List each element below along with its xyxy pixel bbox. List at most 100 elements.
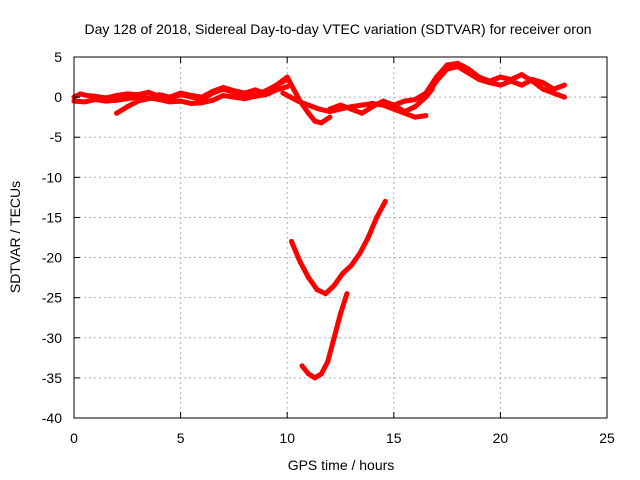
data-point — [82, 99, 88, 105]
y-tick-label: 0 — [54, 89, 62, 105]
data-point — [359, 110, 365, 116]
data-point — [124, 104, 130, 110]
plot-frame — [73, 56, 608, 419]
data-point — [412, 97, 418, 102]
axis-ticks — [73, 56, 608, 419]
data-point — [551, 86, 557, 92]
data-point — [323, 291, 329, 297]
data-point — [455, 64, 461, 70]
data-point — [487, 80, 493, 86]
data-point — [327, 114, 333, 120]
data-point — [210, 89, 216, 94]
y-tick-label: -5 — [50, 129, 63, 145]
data-point — [508, 78, 514, 84]
data-point — [433, 78, 439, 84]
series-line-satellite-track-g — [391, 60, 567, 108]
data-point — [423, 113, 429, 119]
data-point — [231, 94, 237, 100]
data-point — [156, 97, 162, 102]
x-axis-title: GPS time / hours — [288, 457, 395, 473]
series-group — [71, 60, 567, 381]
data-point — [178, 98, 184, 104]
data-point — [252, 87, 258, 93]
data-point — [199, 94, 205, 100]
data-point — [338, 102, 343, 108]
data-point — [306, 110, 311, 116]
data-point — [314, 287, 320, 293]
series-line-satellite-track-i — [289, 198, 388, 297]
data-point — [561, 94, 567, 100]
data-point — [519, 72, 525, 78]
data-point — [340, 271, 346, 277]
x-tick-label: 25 — [599, 430, 615, 446]
data-point — [156, 92, 162, 98]
data-point — [188, 93, 194, 98]
data-point — [306, 371, 311, 377]
chart-title: Day 128 of 2018, Sidereal Day-to-day VTE… — [84, 21, 591, 37]
data-point — [114, 97, 120, 103]
y-tick-labels: 5 0 -5 -10 -15 -20 -25 -30 -35 -40 — [42, 49, 62, 426]
y-tick-label: -35 — [42, 370, 62, 386]
data-point — [444, 66, 450, 72]
data-point — [412, 104, 418, 110]
x-tick-label: 15 — [386, 430, 402, 446]
data-point — [299, 363, 305, 369]
data-point — [199, 100, 205, 106]
data-point — [146, 96, 152, 102]
data-point — [540, 80, 546, 86]
data-point — [84, 93, 90, 98]
data-point — [519, 82, 525, 88]
data-point — [359, 102, 365, 108]
data-point — [380, 98, 386, 104]
data-point — [423, 94, 429, 100]
data-point — [135, 98, 141, 104]
data-point — [231, 88, 237, 94]
x-tick-label: 20 — [493, 430, 509, 446]
data-point — [338, 311, 343, 317]
series-line-satellite-track-j — [299, 291, 350, 381]
data-point — [540, 86, 546, 92]
data-point — [77, 91, 83, 97]
data-point — [348, 263, 354, 269]
data-point — [561, 82, 567, 88]
data-point — [167, 99, 173, 105]
data-point — [497, 74, 503, 80]
data-point — [316, 106, 322, 112]
data-point — [306, 275, 311, 281]
data-point — [348, 106, 354, 112]
data-point — [325, 359, 331, 365]
data-point — [289, 239, 294, 244]
data-point — [103, 98, 109, 104]
data-point — [242, 90, 248, 96]
data-point — [312, 375, 318, 381]
x-tick-label: 5 — [177, 430, 185, 446]
data-point — [382, 198, 388, 204]
data-point — [357, 251, 363, 256]
data-point — [114, 93, 120, 98]
data-point — [242, 96, 248, 102]
y-tick-label: -40 — [42, 410, 62, 426]
data-point — [497, 82, 503, 88]
data-point — [465, 70, 471, 76]
data-point — [476, 77, 482, 82]
data-point — [252, 93, 258, 99]
data-point — [210, 97, 216, 103]
x-tick-labels: 0 5 10 15 20 25 — [70, 430, 615, 446]
data-point — [124, 91, 130, 97]
y-tick-label: -20 — [42, 250, 62, 266]
data-point — [370, 104, 375, 110]
data-point — [391, 102, 397, 108]
data-point — [220, 93, 226, 98]
data-point — [327, 106, 333, 112]
data-point — [318, 371, 324, 377]
y-tick-label: -30 — [42, 330, 62, 346]
data-point — [284, 74, 290, 80]
data-point — [220, 85, 226, 90]
data-point — [297, 259, 303, 265]
data-point — [331, 335, 337, 341]
data-point — [365, 235, 371, 240]
y-tick-label: -25 — [42, 290, 62, 306]
data-point — [146, 89, 152, 95]
data-point — [402, 109, 407, 115]
